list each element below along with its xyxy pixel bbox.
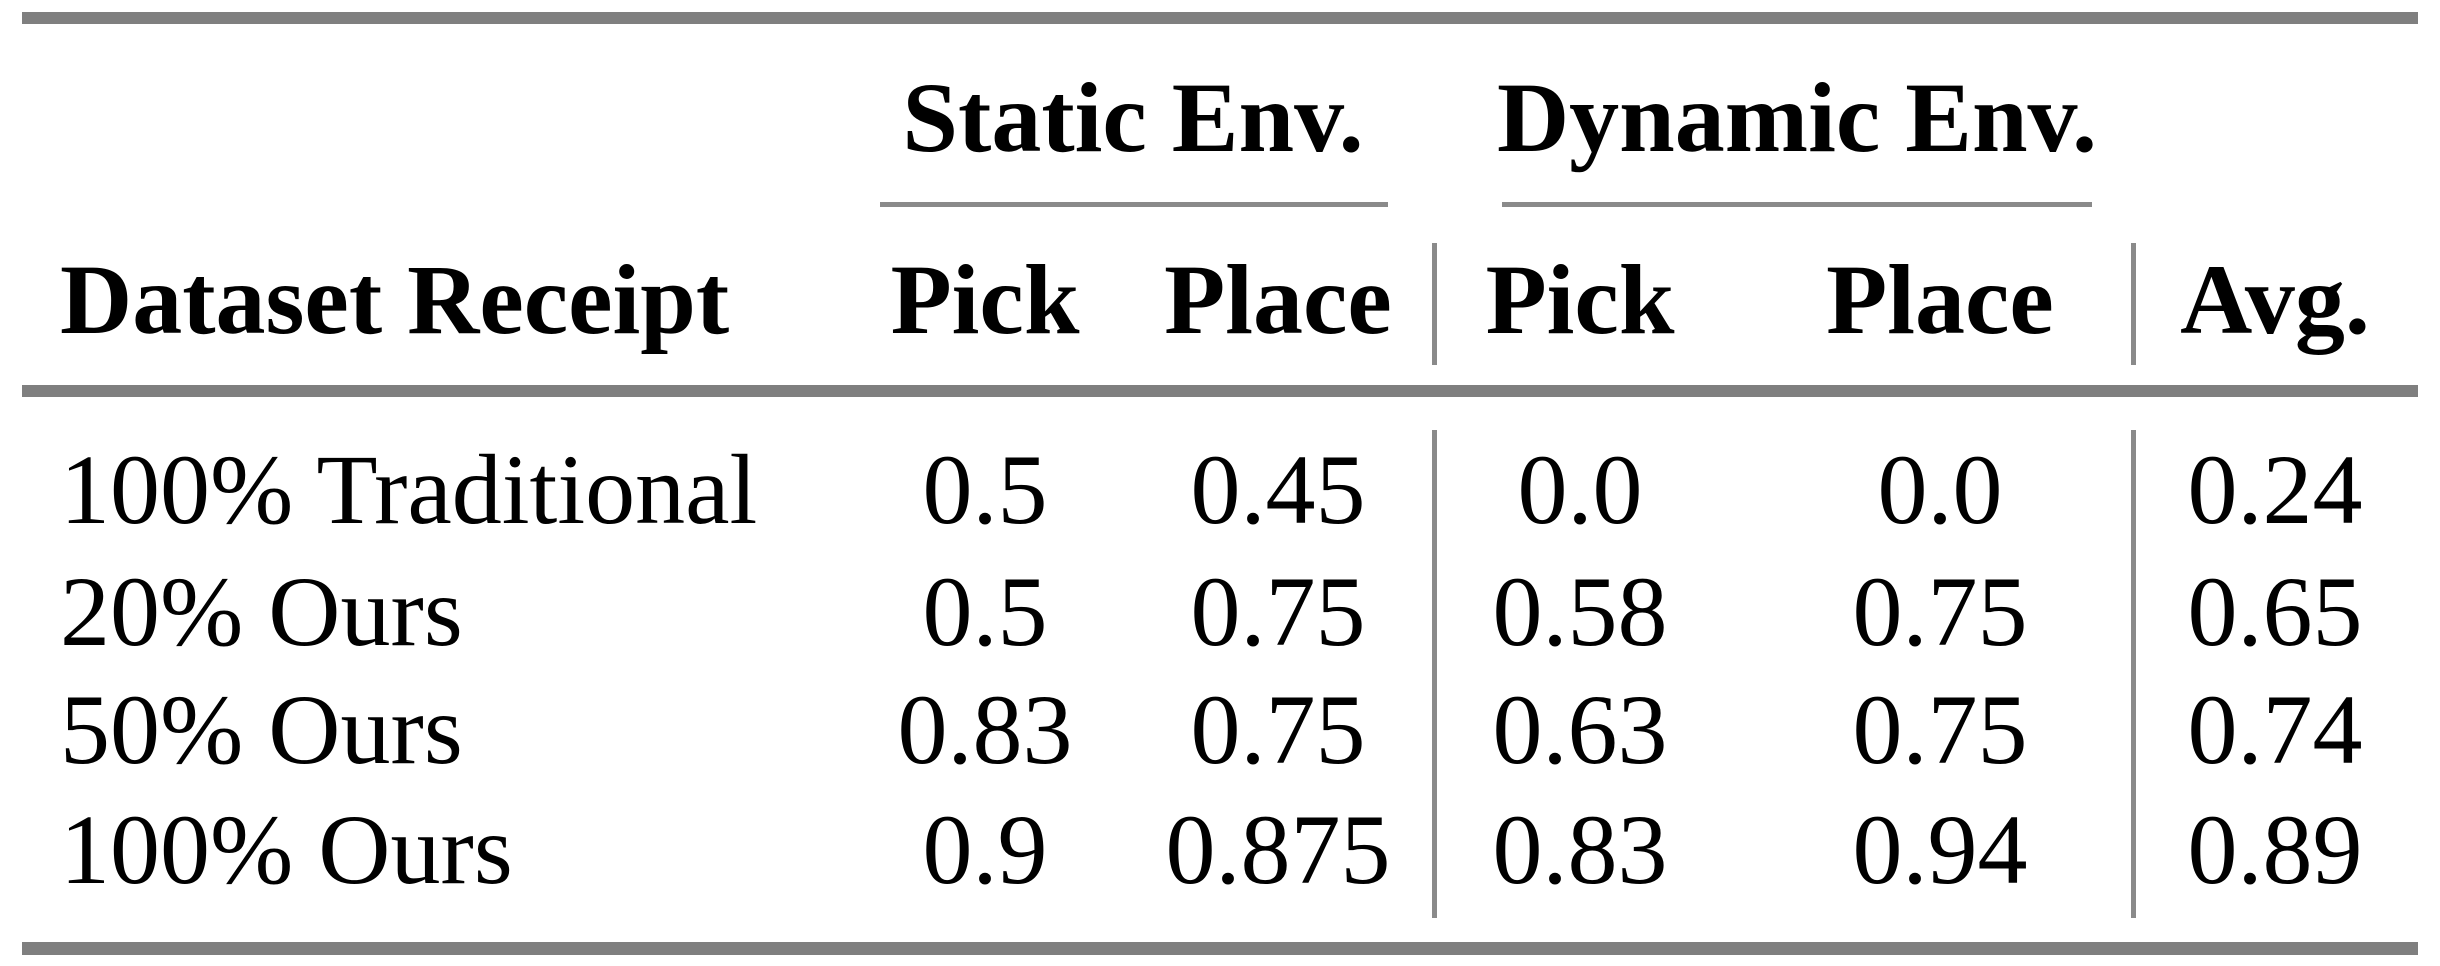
header-dataset-receipt: Dataset Receipt <box>60 244 730 355</box>
table-cell: 0.83 <box>1492 794 1668 905</box>
row-label: 100% Ours <box>60 794 513 905</box>
vertical-divider-dynamic-avg-header <box>2131 243 2136 365</box>
table-cell: 0.0 <box>1877 434 2003 545</box>
table-cell: 0.94 <box>1852 794 2028 905</box>
table-cell: 0.5 <box>922 556 1048 667</box>
table-top-rule <box>22 12 2418 24</box>
table-cell: 0.63 <box>1492 674 1668 785</box>
row-label: 100% Traditional <box>60 434 758 545</box>
vertical-divider-static-dynamic-body <box>1432 430 1437 918</box>
vertical-divider-static-dynamic-header <box>1432 243 1437 365</box>
table-cell: 0.875 <box>1165 794 1391 905</box>
table-bottom-rule <box>22 942 2418 955</box>
header-dynamic-pick: Pick <box>1485 244 1675 355</box>
table-cell: 0.75 <box>1852 556 2028 667</box>
table-cell: 0.74 <box>2187 674 2363 785</box>
table-cell: 0.75 <box>1190 556 1366 667</box>
table-cell: 0.75 <box>1190 674 1366 785</box>
static-env-underline <box>880 202 1388 207</box>
table-cell: 0.9 <box>922 794 1048 905</box>
table-cell: 0.65 <box>2187 556 2363 667</box>
row-label: 50% Ours <box>60 674 463 785</box>
vertical-divider-dynamic-avg-body <box>2131 430 2136 918</box>
table-cell: 0.75 <box>1852 674 2028 785</box>
dynamic-env-underline <box>1502 202 2092 207</box>
table-cell: 0.5 <box>922 434 1048 545</box>
table-cell: 0.0 <box>1517 434 1643 545</box>
table-cell: 0.45 <box>1190 434 1366 545</box>
header-dynamic-place: Place <box>1826 244 2054 355</box>
table-cell: 0.24 <box>2187 434 2363 545</box>
header-avg: Avg. <box>2180 244 2370 355</box>
table-cell: 0.89 <box>2187 794 2363 905</box>
column-group-dynamic-env: Dynamic Env. <box>1496 62 2098 173</box>
table-cell: 0.83 <box>897 674 1073 785</box>
header-static-pick: Pick <box>890 244 1080 355</box>
row-label: 20% Ours <box>60 556 463 667</box>
column-group-static-env: Static Env. <box>902 62 1364 173</box>
table-cell: 0.58 <box>1492 556 1668 667</box>
header-static-place: Place <box>1164 244 1392 355</box>
table-header-rule <box>22 385 2418 397</box>
